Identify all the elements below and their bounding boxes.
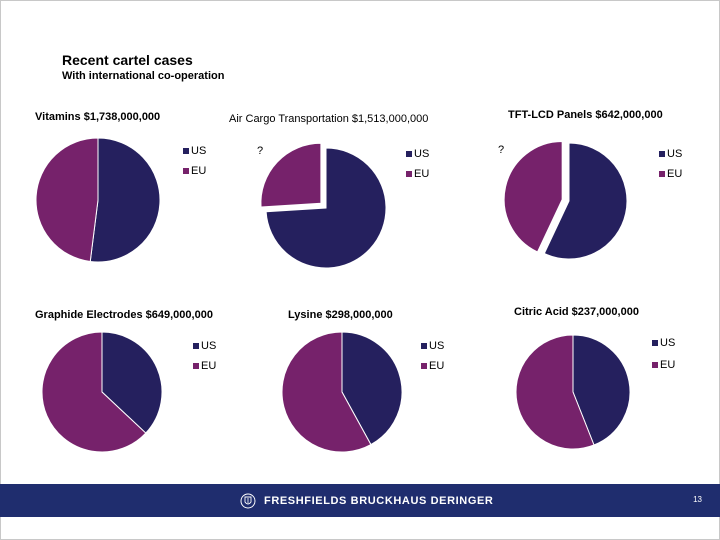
pie-chart-air-cargo bbox=[260, 142, 387, 269]
pie-slice-us bbox=[572, 334, 631, 446]
legend-item-us: US bbox=[421, 340, 444, 352]
annotation-question-air-cargo: ? bbox=[257, 145, 264, 157]
pie-slice-eu bbox=[35, 137, 99, 263]
legend-swatch-eu bbox=[183, 168, 189, 174]
chart-title-vitamins: Vitamins $1,738,000,000 bbox=[35, 111, 161, 123]
pie-slice-us bbox=[543, 142, 628, 260]
chart-title-air-cargo: Air Cargo Transportation $1,513,000,000 bbox=[229, 113, 429, 125]
legend-item-eu: EU bbox=[659, 168, 682, 180]
pie-chart-graphide-electrodes bbox=[41, 331, 163, 453]
annotation-question-tft-lcd: ? bbox=[498, 144, 505, 156]
footer-logo: FRESHFIELDS BRUCKHAUS DERINGER bbox=[240, 493, 493, 509]
legend-item-eu: EU bbox=[183, 165, 206, 177]
brand-name: FRESHFIELDS BRUCKHAUS DERINGER bbox=[264, 495, 494, 507]
legend-swatch-eu bbox=[659, 171, 665, 177]
legend-item-us: US bbox=[183, 145, 206, 157]
chart-title-graphide-electrodes: Graphide Electrodes $649,000,000 bbox=[35, 309, 213, 321]
chart-title-tft-lcd: TFT-LCD Panels $642,000,000 bbox=[508, 109, 663, 121]
pie-slice-eu bbox=[281, 331, 372, 453]
pie-slice-eu bbox=[41, 331, 147, 453]
legend-item-eu: EU bbox=[421, 360, 444, 372]
crest-icon bbox=[240, 493, 256, 509]
footer-bar: FRESHFIELDS BRUCKHAUS DERINGER 13 bbox=[0, 484, 720, 517]
chart-title-citric-acid: Citric Acid $237,000,000 bbox=[514, 306, 639, 318]
pie-chart-vitamins bbox=[35, 137, 161, 263]
pie-slice-us bbox=[265, 147, 387, 269]
pie-chart-tft-lcd bbox=[503, 140, 628, 260]
pie-slice-us bbox=[341, 331, 403, 446]
legend-item-us: US bbox=[406, 148, 429, 160]
pie-chart-lysine bbox=[281, 331, 403, 453]
pie-chart-citric-acid bbox=[515, 334, 631, 450]
legend-item-eu: EU bbox=[406, 168, 429, 180]
slide-subtitle: With international co-operation bbox=[62, 70, 225, 82]
legend-swatch-eu bbox=[406, 171, 412, 177]
pie-slice-us bbox=[89, 137, 161, 263]
legend-item-us: US bbox=[193, 340, 216, 352]
pie-slice-unknown bbox=[503, 140, 563, 253]
pie-slice-unknown bbox=[260, 142, 322, 208]
legend-swatch-us bbox=[183, 148, 189, 154]
legend-swatch-us bbox=[406, 151, 412, 157]
legend-swatch-us bbox=[193, 343, 199, 349]
legend-swatch-us bbox=[421, 343, 427, 349]
page-number: 13 bbox=[693, 495, 702, 504]
chart-title-lysine: Lysine $298,000,000 bbox=[288, 309, 393, 321]
slide-title: Recent cartel cases bbox=[62, 52, 193, 68]
legend-swatch-us bbox=[652, 340, 658, 346]
pie-slice-us bbox=[101, 331, 163, 434]
legend-item-eu: EU bbox=[193, 360, 216, 372]
legend-swatch-eu bbox=[421, 363, 427, 369]
legend-item-us: US bbox=[652, 337, 675, 349]
legend-swatch-us bbox=[659, 151, 665, 157]
pie-slice-eu bbox=[515, 334, 595, 450]
legend-swatch-eu bbox=[652, 362, 658, 368]
legend-item-us: US bbox=[659, 148, 682, 160]
legend-swatch-eu bbox=[193, 363, 199, 369]
legend-item-eu: EU bbox=[652, 359, 675, 371]
